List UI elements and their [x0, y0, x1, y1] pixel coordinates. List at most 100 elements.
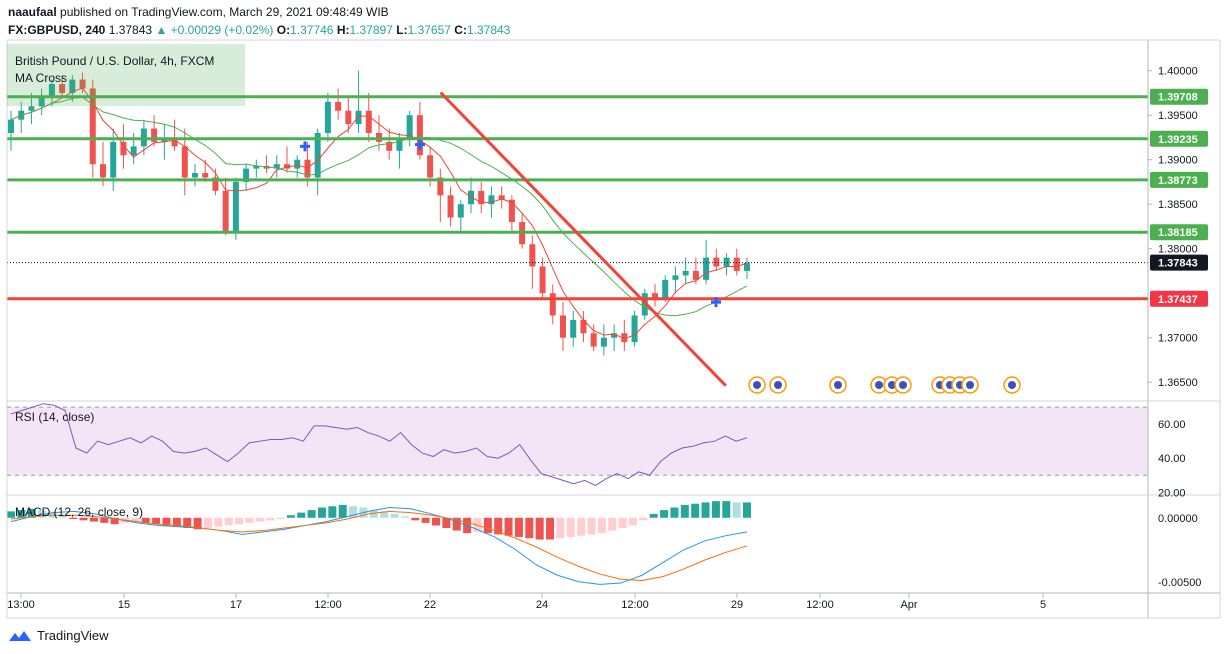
- price-label-bg: [1150, 224, 1208, 241]
- close-label: C:: [454, 23, 467, 37]
- macd-histogram-bar: [390, 513, 399, 518]
- price-label: 1.37843: [1158, 258, 1198, 270]
- event-flag-icon: [966, 381, 974, 389]
- macd-histogram-bar: [255, 517, 264, 522]
- signal-line: [10, 510, 748, 581]
- candle: [273, 164, 280, 169]
- macd-histogram-bar: [701, 502, 710, 518]
- macd-histogram-bar: [691, 503, 700, 518]
- macd-histogram-bar: [473, 517, 482, 532]
- event-flag-icon: [888, 381, 896, 389]
- candle: [59, 84, 66, 93]
- macd-histogram-bar: [79, 517, 88, 521]
- price-label: 1.38773: [1158, 175, 1198, 187]
- price-label-bg: [1150, 88, 1208, 105]
- publish-info: naaufaal published on TradingView.com, M…: [8, 5, 389, 19]
- candle: [611, 333, 618, 338]
- macd-histogram-bar: [722, 501, 731, 518]
- author-name[interactable]: naaufaal: [8, 5, 57, 19]
- rsi-tick-label: 40.00: [1158, 453, 1186, 465]
- candle: [672, 275, 679, 280]
- macd-histogram-bar: [535, 517, 544, 540]
- macd-histogram-bar: [235, 517, 244, 525]
- price-tick-label: 1.38000: [1158, 244, 1198, 256]
- low-label: L:: [396, 23, 408, 37]
- macd-histogram-bar: [100, 517, 109, 523]
- event-flag-icon: [875, 381, 883, 389]
- candle: [386, 141, 393, 151]
- price-tick-label: 1.37000: [1158, 333, 1198, 345]
- open-label: O:: [276, 23, 291, 37]
- close-value: 1.37843: [466, 23, 511, 37]
- price-label: 1.39235: [1158, 134, 1198, 146]
- time-tick-label: 12:00: [621, 599, 649, 611]
- candle: [529, 244, 536, 267]
- brand-label[interactable]: TradingView: [37, 628, 109, 643]
- macd-histogram-bar: [214, 517, 223, 527]
- macd-histogram-bar: [628, 517, 637, 526]
- time-tick-label: 12:00: [314, 599, 342, 611]
- macd-histogram-bar: [38, 510, 47, 518]
- symbol-info: FX:GBPUSD, 240 1.37843 ▲ +0.00029 (+0.02…: [8, 23, 510, 37]
- candle: [212, 177, 219, 191]
- macd-histogram-bar: [224, 517, 233, 526]
- high-value: 1.37897: [349, 23, 393, 37]
- macd-histogram-bar: [338, 504, 347, 518]
- candle: [365, 110, 372, 133]
- candle: [243, 168, 250, 182]
- candle: [427, 155, 434, 178]
- candle: [294, 159, 301, 169]
- rsi-tick-label: 20.00: [1158, 487, 1186, 499]
- price-label: 1.38185: [1158, 227, 1198, 239]
- candle: [151, 128, 158, 142]
- candle: [232, 181, 239, 231]
- candle: [335, 101, 342, 111]
- macd-histogram-bar: [660, 510, 669, 518]
- macd-histogram-bar: [369, 510, 378, 518]
- candle: [396, 137, 403, 151]
- candle: [631, 315, 638, 343]
- candle: [406, 115, 413, 138]
- macd-histogram-bar: [17, 510, 26, 518]
- macd-histogram-bar: [162, 517, 171, 526]
- ma-slow-line: [10, 96, 748, 317]
- candle: [181, 146, 188, 178]
- candle: [130, 146, 137, 156]
- low-value: 1.37657: [407, 23, 451, 37]
- candle: [284, 164, 290, 169]
- macd-histogram-bar: [89, 517, 98, 522]
- chart-frame: [6, 39, 1221, 619]
- price-label-bg: [1150, 290, 1208, 307]
- candle: [600, 337, 607, 347]
- macd-histogram-bar: [743, 502, 751, 518]
- candle: [355, 110, 362, 125]
- macd-histogram-bar: [514, 517, 523, 537]
- price-label: 1.39708: [1158, 92, 1198, 104]
- candle: [733, 257, 740, 271]
- candle: [253, 165, 260, 169]
- macd-histogram-bar: [349, 506, 358, 518]
- time-tick-label: 12:00: [806, 599, 834, 611]
- time-tick-label: 15: [118, 599, 130, 611]
- candle: [590, 333, 597, 347]
- candle: [539, 266, 546, 294]
- macd-histogram-bar: [483, 517, 492, 534]
- macd-histogram-bar: [732, 502, 741, 518]
- ma-fast-line: [10, 87, 748, 340]
- ma-cross-label: MA Cross: [15, 71, 67, 85]
- macd-histogram-bar: [317, 507, 326, 518]
- macd-histogram-bar: [286, 515, 295, 518]
- candle: [498, 195, 505, 200]
- macd-histogram-bar: [183, 517, 192, 528]
- macd-histogram-bar: [711, 501, 720, 518]
- price-tick-label: 1.39000: [1158, 155, 1198, 167]
- price-label-bg: [1150, 254, 1208, 271]
- symbol-label: FX:GBPUSD, 240: [8, 23, 106, 37]
- chart-title: British Pound / U.S. Dollar, 4h, FXCM: [15, 54, 214, 68]
- macd-histogram-bar: [432, 517, 441, 526]
- time-tick-label: Apr: [900, 599, 917, 611]
- publish-text: published on TradingView.com, March 29, …: [60, 5, 389, 19]
- macd-histogram-bar: [266, 517, 275, 521]
- tradingview-logo-icon: [9, 630, 31, 641]
